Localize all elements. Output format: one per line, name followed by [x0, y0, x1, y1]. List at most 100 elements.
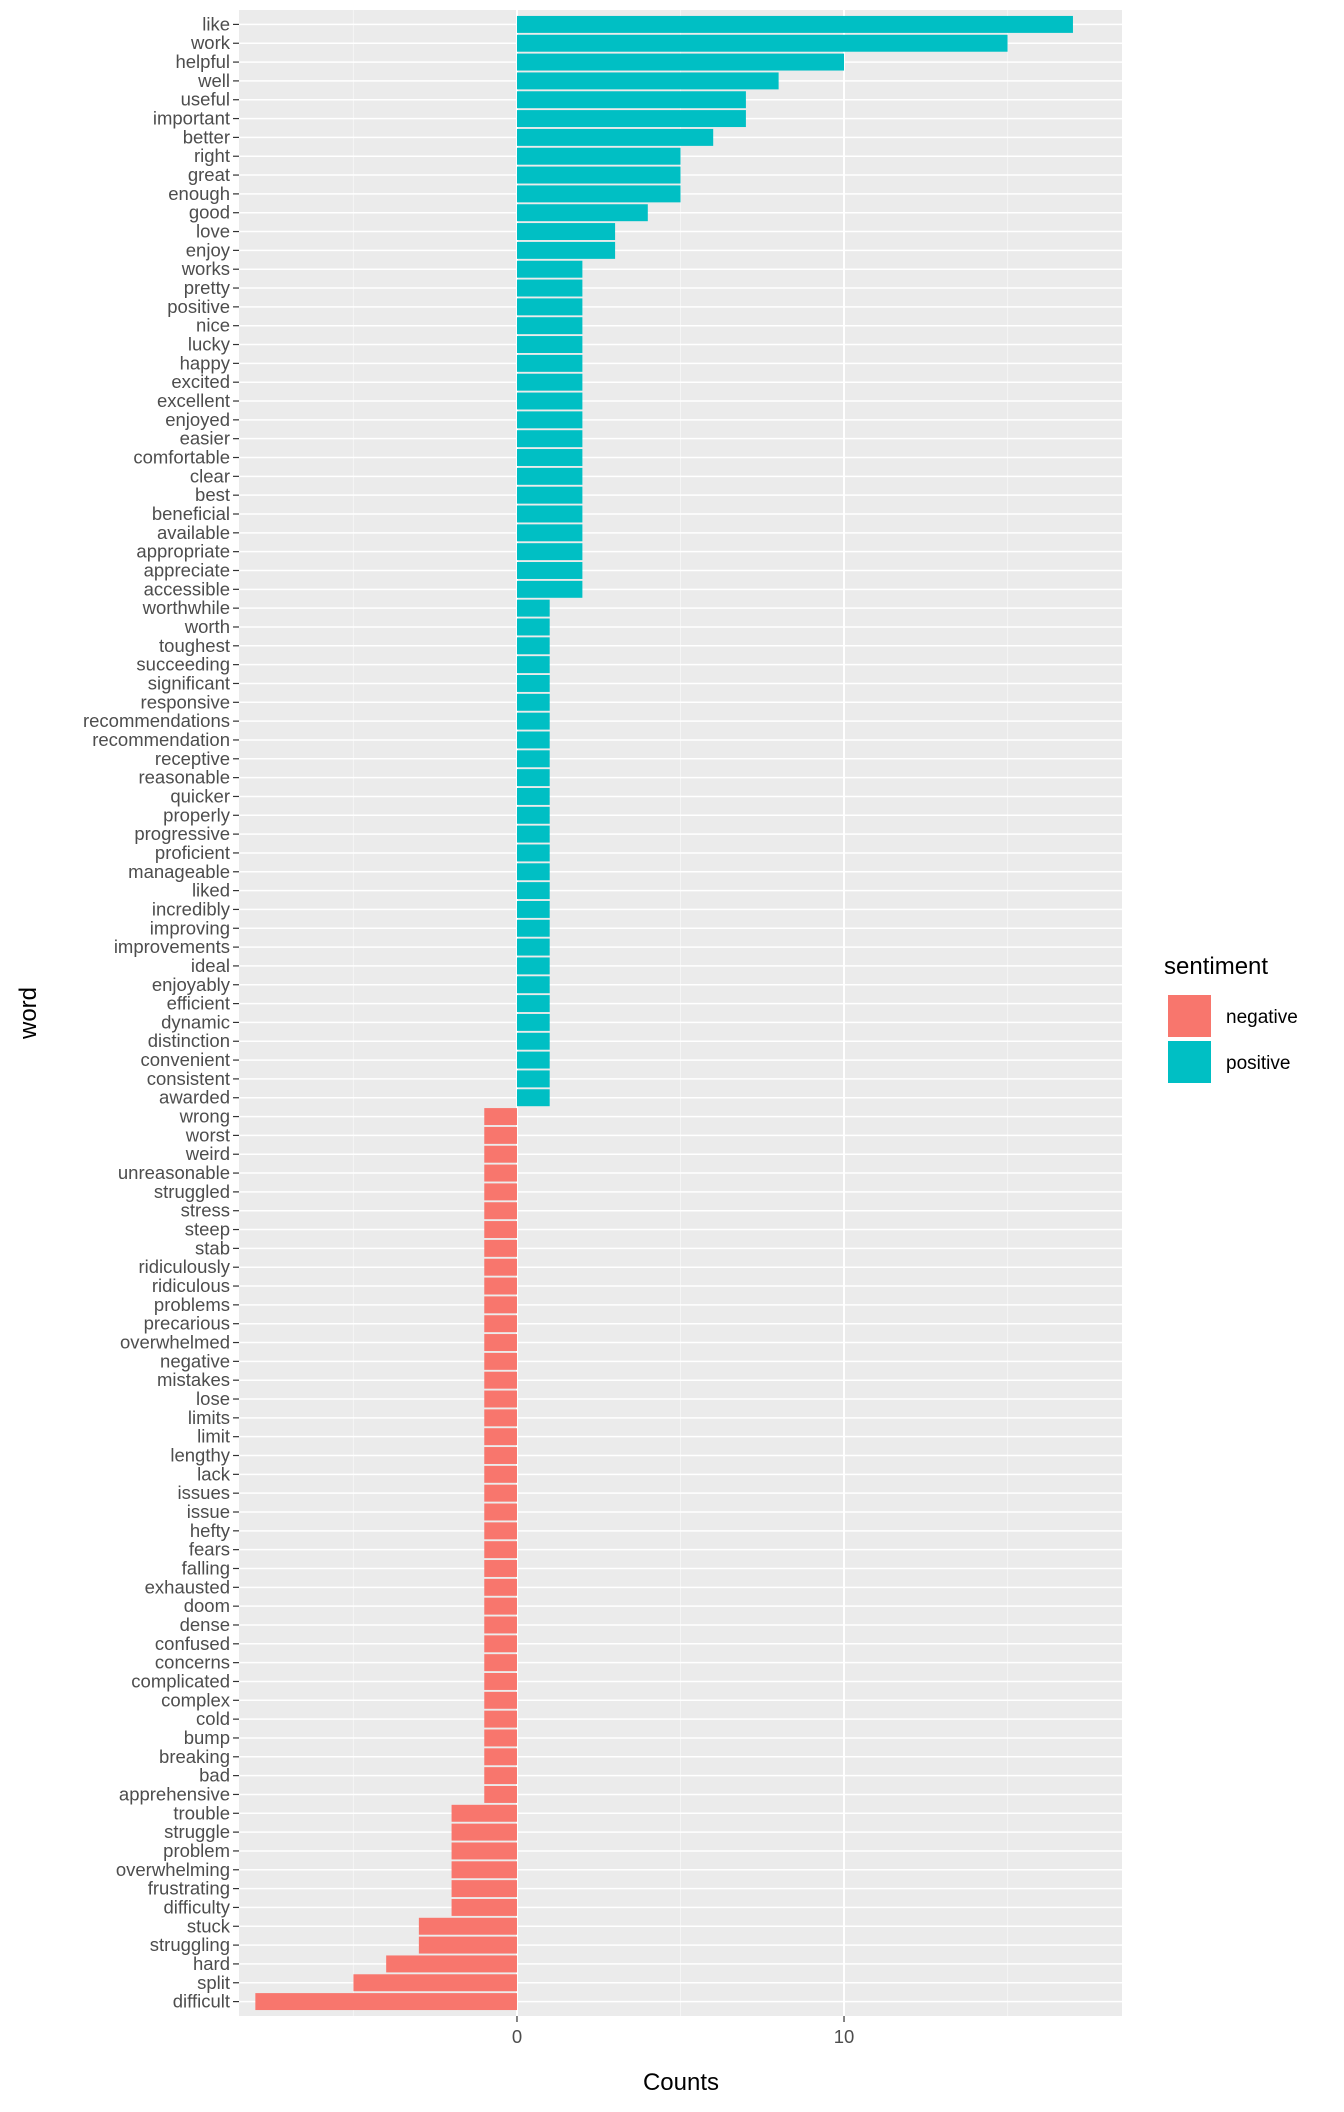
y-tick-label: lucky — [188, 334, 231, 355]
y-axis-title: word — [15, 987, 42, 1040]
y-tick-label: limits — [188, 1407, 230, 1428]
bar-concerns — [484, 1654, 517, 1672]
bar-like — [516, 15, 1073, 33]
bar-convenient — [516, 1051, 550, 1069]
bar-helpful — [516, 53, 845, 71]
y-tick-label: problems — [154, 1294, 230, 1315]
bar-mistakes — [484, 1371, 517, 1389]
bar-happy — [516, 354, 583, 372]
bar-better — [516, 128, 714, 146]
bar-frustrating — [451, 1880, 517, 1898]
bar-manageable — [516, 863, 550, 881]
bar-ideal — [516, 957, 550, 975]
bar-nice — [516, 317, 583, 335]
bar-lose — [484, 1390, 517, 1408]
bar-struggling — [418, 1936, 517, 1954]
bar-struggle — [451, 1823, 517, 1841]
y-tick-label: available — [157, 522, 230, 543]
y-tick-label: enjoyably — [152, 974, 231, 995]
bar-progressive — [516, 825, 550, 843]
bar-available — [516, 524, 583, 542]
bar-appropriate — [516, 543, 583, 561]
y-tick-label: quicker — [170, 785, 230, 806]
bar-doom — [484, 1597, 517, 1615]
bar-comfortable — [516, 449, 583, 466]
y-tick-label: stuck — [187, 1915, 231, 1936]
bar-lengthy — [484, 1447, 517, 1464]
bar-positive — [516, 298, 583, 316]
y-tick-label: bump — [184, 1727, 230, 1748]
y-tick-label: love — [196, 221, 230, 242]
bar-works — [516, 260, 583, 278]
bar-bad — [484, 1767, 517, 1785]
y-tick-label: dense — [180, 1614, 230, 1635]
bar-apprehensive — [484, 1785, 517, 1803]
bar-worth — [516, 618, 550, 636]
x-axis-title: Counts — [643, 2069, 719, 2096]
y-tick-label: falling — [182, 1557, 230, 1578]
bar-best — [516, 486, 583, 504]
y-tick-label: enjoy — [186, 239, 231, 260]
y-tick-label: weird — [185, 1143, 230, 1164]
bar-enough — [516, 185, 681, 203]
y-tick-label: cold — [196, 1708, 230, 1729]
bar-precarious — [484, 1315, 517, 1333]
y-tick-label: concerns — [155, 1652, 230, 1673]
bar-dense — [484, 1616, 517, 1634]
y-tick-label: clear — [190, 465, 230, 486]
bar-pretty — [516, 279, 583, 297]
bar-cold — [484, 1710, 517, 1728]
y-tick-label: issue — [187, 1501, 230, 1522]
legend-label-negative: negative — [1226, 1007, 1298, 1028]
y-tick-label: comfortable — [133, 447, 230, 468]
bar-receptive — [516, 750, 550, 768]
y-tick-label: dynamic — [161, 1011, 230, 1032]
bar-awarded — [516, 1089, 550, 1107]
y-tick-label: well — [197, 70, 230, 91]
bar-problems — [484, 1296, 517, 1314]
bar-steep — [484, 1221, 517, 1239]
y-tick-label: useful — [181, 89, 230, 110]
legend-key-positive — [1168, 1041, 1211, 1083]
bar-stress — [484, 1202, 517, 1220]
legend-title: sentiment — [1164, 953, 1268, 980]
bar-limit — [484, 1428, 517, 1446]
bar-exhausted — [484, 1578, 517, 1596]
y-tick-label: pretty — [184, 277, 231, 298]
bar-enjoyably — [516, 976, 550, 994]
bar-liked — [516, 882, 550, 900]
y-tick-label: worth — [184, 616, 230, 637]
bar-work — [516, 34, 1008, 52]
bar-distinction — [516, 1032, 550, 1050]
legend-label-positive: positive — [1226, 1053, 1290, 1074]
y-tick-label: positive — [167, 296, 230, 317]
bar-overwhelmed — [484, 1334, 517, 1352]
bar-quicker — [516, 787, 550, 805]
legend: sentiment negative positive — [1164, 953, 1298, 1083]
y-tick-label: incredibly — [152, 898, 231, 919]
bar-problem — [451, 1842, 517, 1860]
y-tick-label: struggle — [164, 1821, 230, 1842]
bar-great — [516, 166, 681, 184]
bar-consistent — [516, 1070, 550, 1088]
y-tick-label: toughest — [159, 635, 230, 656]
y-tick-label: improvements — [114, 936, 230, 957]
y-tick-label: ridiculous — [152, 1275, 230, 1296]
y-tick-label: confused — [155, 1633, 230, 1654]
y-tick-label: excellent — [157, 390, 230, 411]
bar-hefty — [484, 1522, 517, 1540]
y-tick-label: worthwhile — [142, 597, 230, 618]
bar-worthwhile — [516, 599, 550, 617]
bar-reasonable — [516, 769, 550, 787]
y-tick-label: stress — [181, 1200, 230, 1221]
bar-split — [353, 1974, 517, 1992]
bar-stab — [484, 1239, 517, 1257]
y-tick-label: struggled — [154, 1181, 230, 1202]
bar-ridiculous — [484, 1277, 517, 1295]
y-tick-label: convenient — [141, 1049, 230, 1070]
y-tick-label: proficient — [155, 842, 230, 863]
bar-fears — [484, 1541, 517, 1559]
bar-wrong — [484, 1108, 517, 1126]
bar-limits — [484, 1409, 517, 1427]
